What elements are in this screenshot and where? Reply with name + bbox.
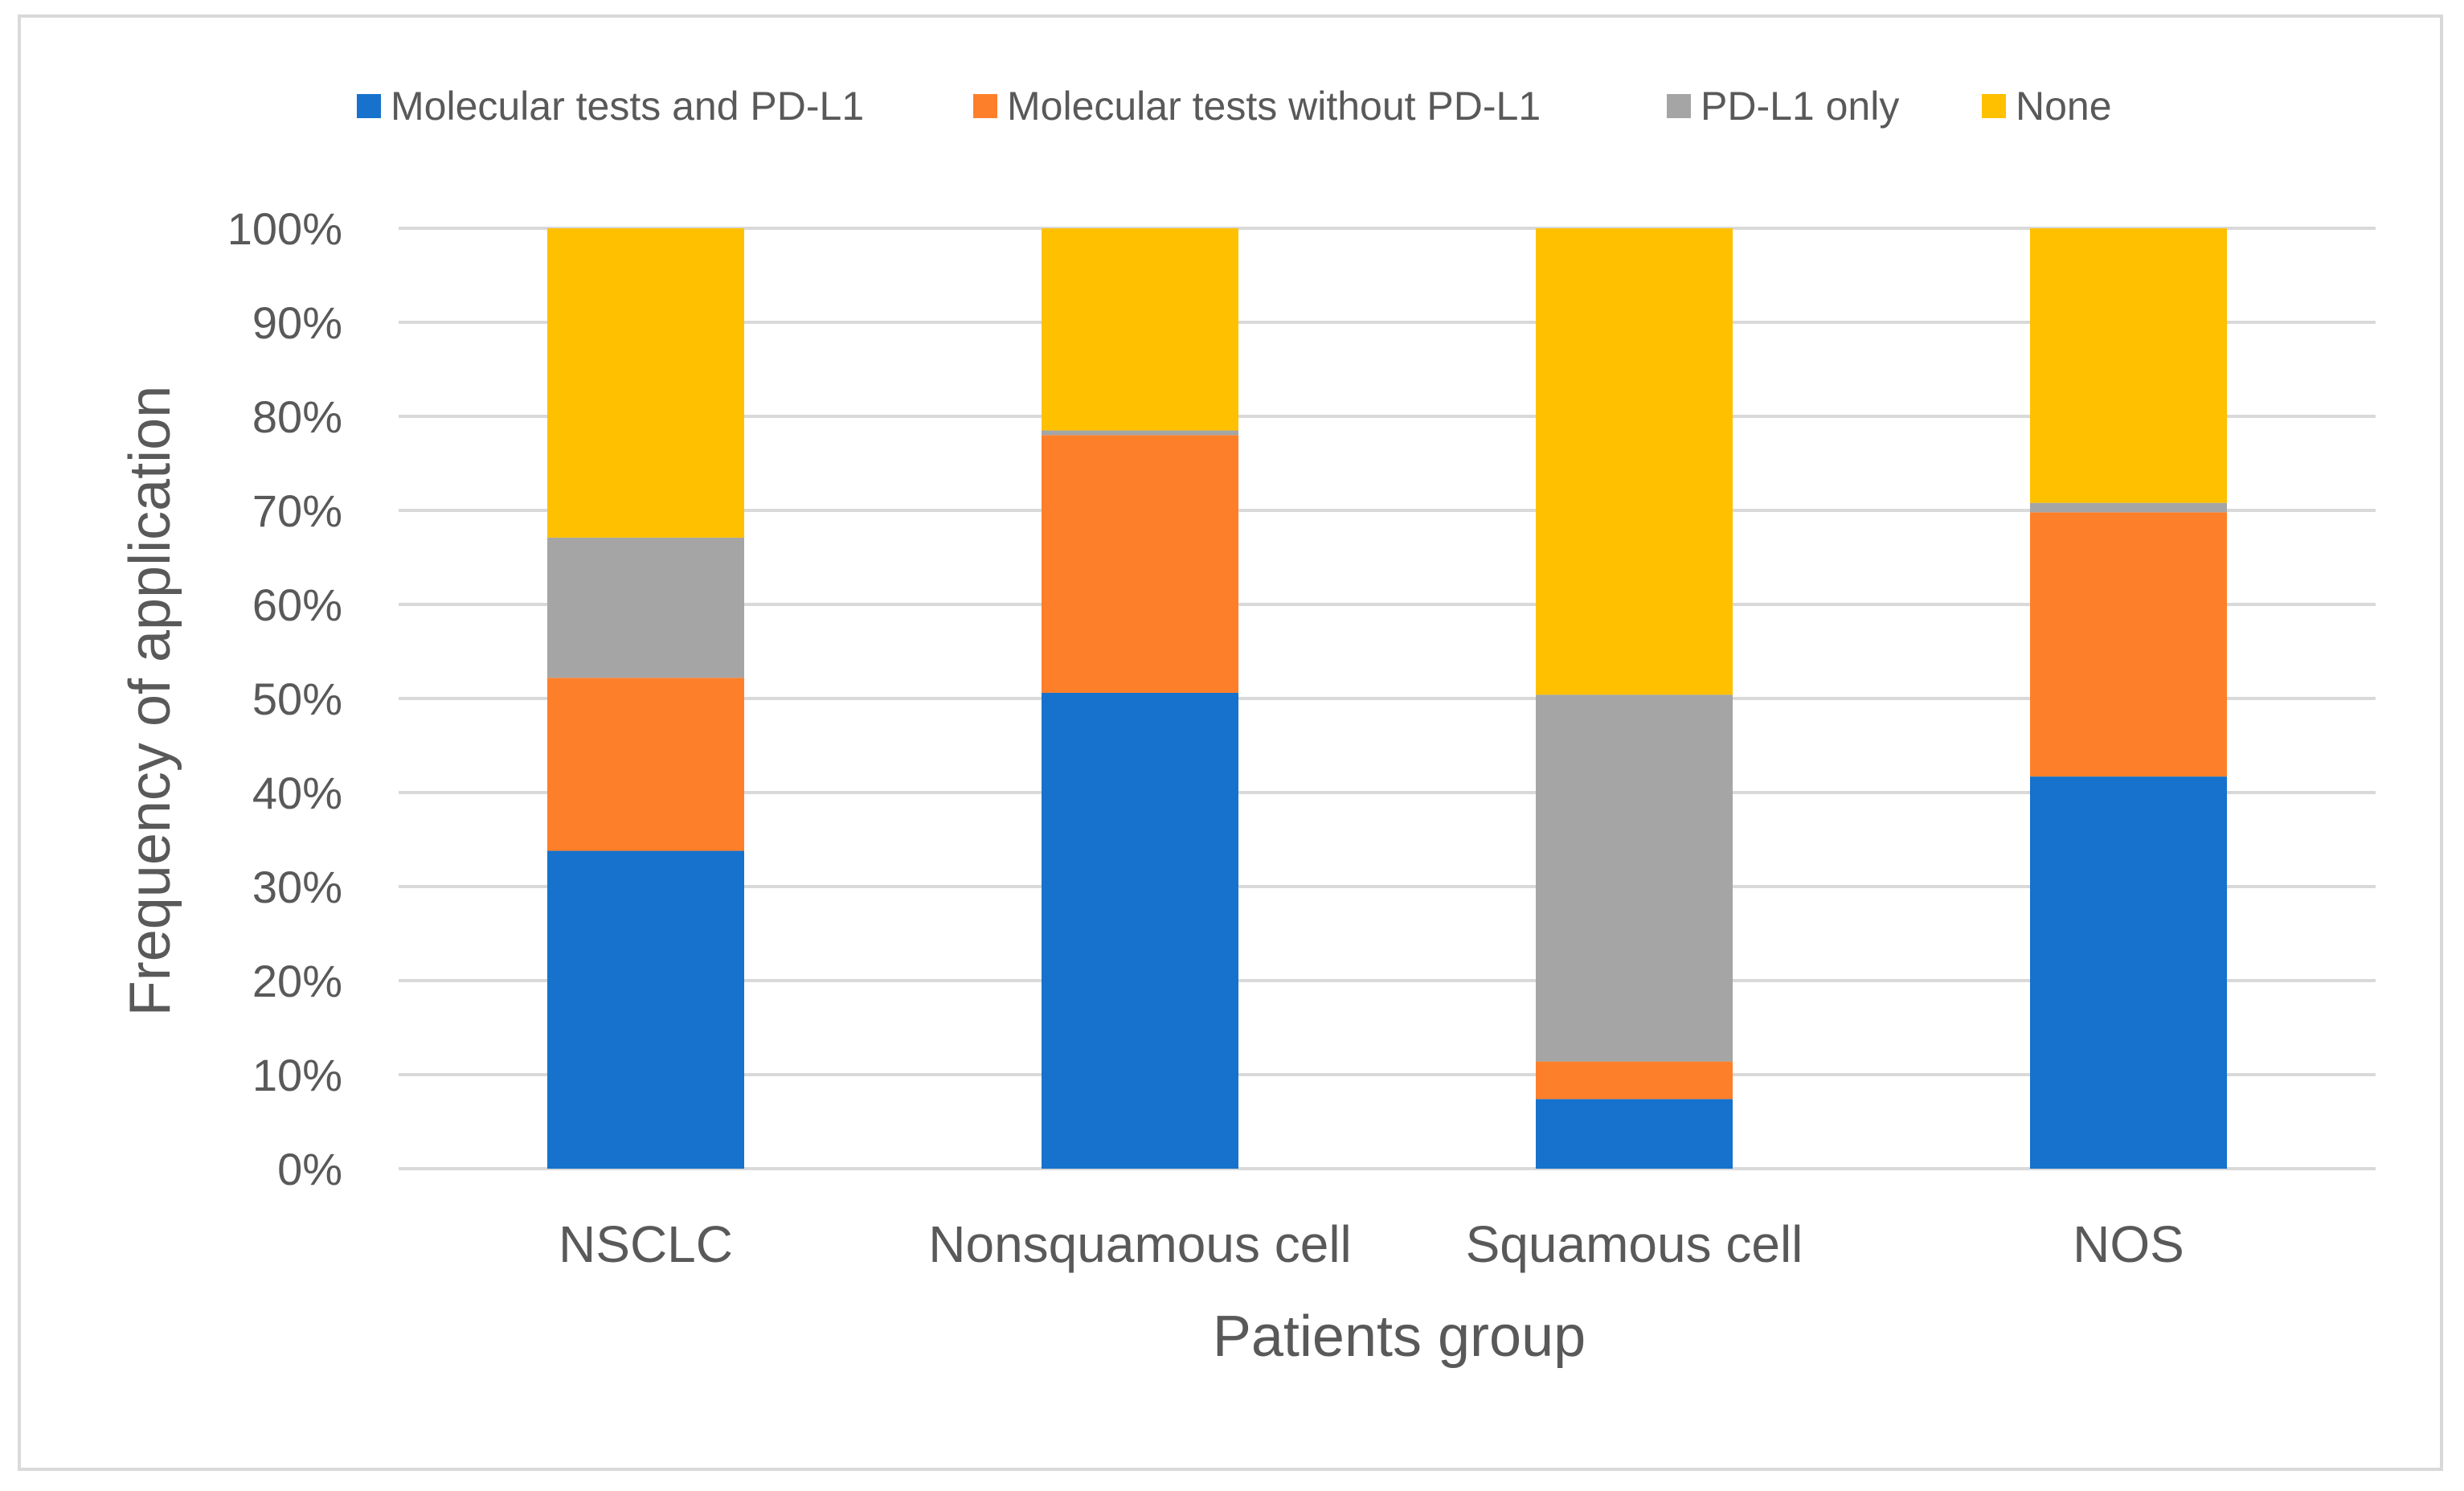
bar-segment — [2030, 228, 2227, 503]
bar-segment — [1042, 228, 1238, 431]
bars — [547, 228, 2227, 1169]
bar-segment — [1042, 430, 1238, 436]
x-category-label: Nonsquamous cell — [928, 1215, 1352, 1273]
y-tick-label: 100% — [227, 203, 342, 254]
bar-segment — [547, 537, 744, 678]
legend-label: None — [2016, 84, 2112, 129]
bar-segment — [1536, 694, 1733, 1062]
legend-swatch — [1982, 94, 2006, 118]
x-axis-categories: NSCLC Nonsquamous cell Squamous cell NOS — [559, 1215, 2184, 1273]
y-axis-title: Frequency of application — [118, 386, 182, 1016]
bar-segment — [547, 678, 744, 851]
legend-swatch — [357, 94, 381, 118]
y-tick-label: 60% — [252, 580, 342, 630]
y-tick-label: 90% — [252, 297, 342, 348]
y-tick-label: 30% — [252, 862, 342, 912]
y-tick-label: 40% — [252, 768, 342, 818]
x-category-label: NOS — [2073, 1215, 2184, 1273]
stacked-bar-chart: Molecular tests and PD-L1 Molecular tests… — [118, 84, 2376, 1369]
legend-label: PD-L1 only — [1701, 84, 1899, 129]
bar-segment — [2030, 502, 2227, 513]
legend: Molecular tests and PD-L1 Molecular tests… — [357, 84, 2112, 129]
x-category-label: NSCLC — [559, 1215, 733, 1273]
y-tick-label: 10% — [252, 1050, 342, 1100]
bar-segment — [1536, 228, 1733, 695]
bar-segment — [1536, 1061, 1733, 1100]
x-category-label: Squamous cell — [1466, 1215, 1803, 1273]
bar-segment — [547, 228, 744, 538]
legend-label: Molecular tests without PD-L1 — [1007, 84, 1541, 129]
bar-segment — [2030, 512, 2227, 777]
y-tick-label: 70% — [252, 485, 342, 536]
bar-segment — [2030, 776, 2227, 1169]
y-axis-ticks: 0% 10% 20% 30% 40% 50% 60% 70% 80% 90% 100% — [227, 203, 342, 1194]
legend-swatch — [973, 94, 997, 118]
x-axis-title: Patients group — [1213, 1305, 1586, 1369]
bar-segment — [1042, 435, 1238, 693]
y-tick-label: 50% — [252, 674, 342, 724]
bar-segment — [547, 850, 744, 1169]
legend-swatch — [1667, 94, 1691, 118]
y-tick-label: 0% — [277, 1144, 342, 1194]
y-tick-label: 80% — [252, 391, 342, 442]
bar-segment — [1042, 692, 1238, 1169]
legend-label: Molecular tests and PD-L1 — [391, 84, 864, 129]
chart-frame: Molecular tests and PD-L1 Molecular tests… — [18, 14, 2443, 1471]
bar-segment — [1536, 1099, 1733, 1169]
y-tick-label: 20% — [252, 956, 342, 1006]
